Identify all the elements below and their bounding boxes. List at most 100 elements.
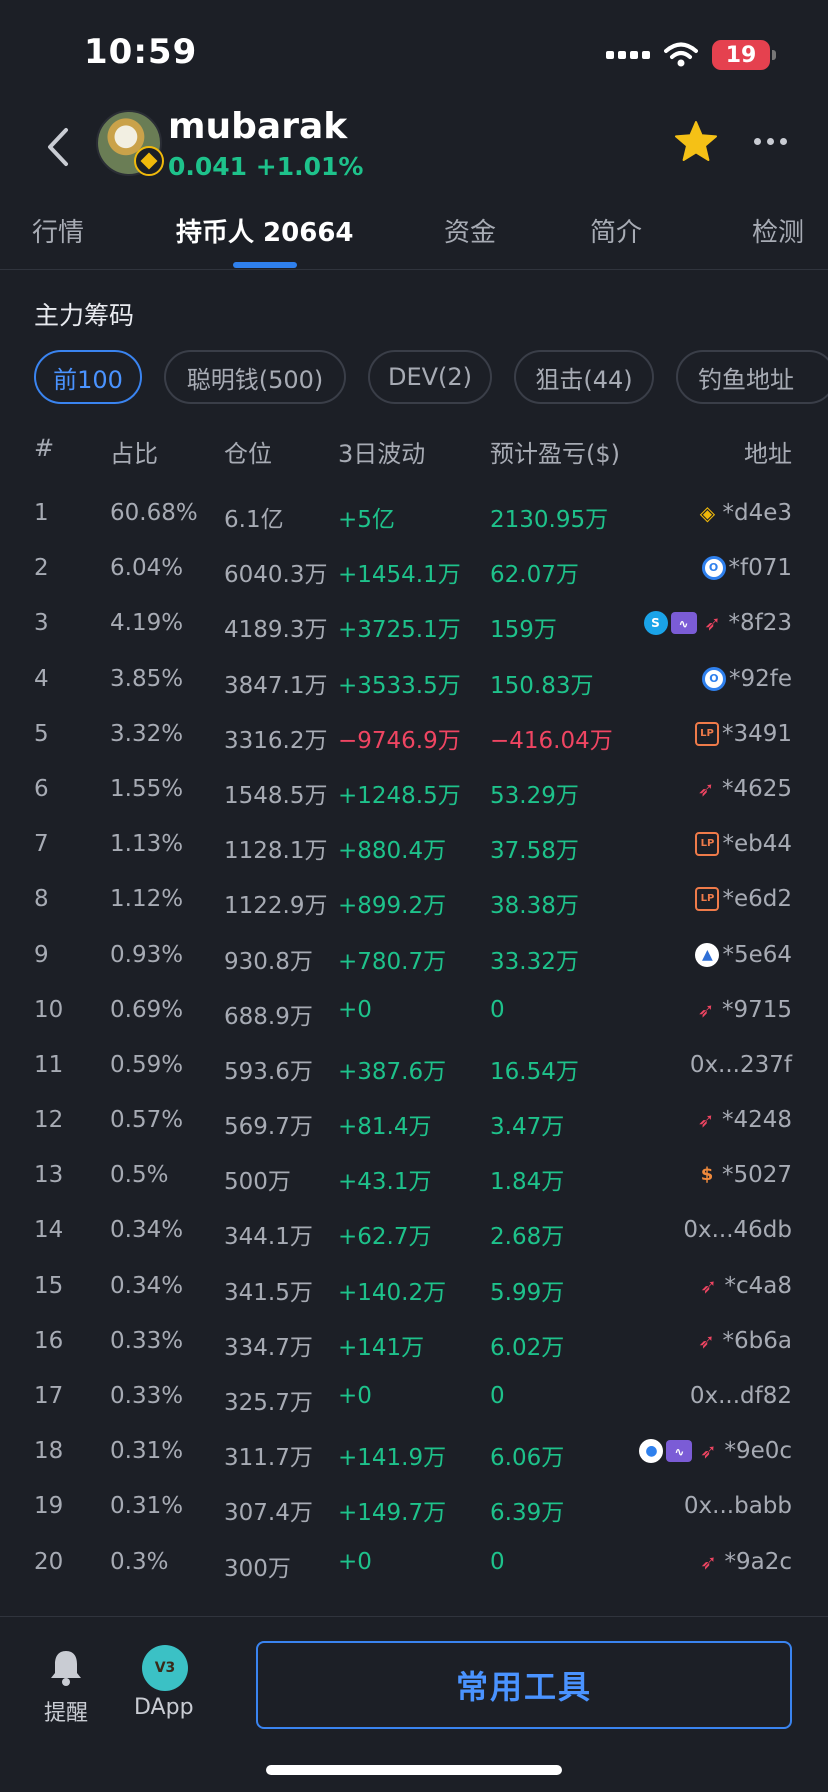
chip-dev[interactable]: DEV(2) [368, 350, 492, 404]
chip-top100[interactable]: 前100 [34, 350, 142, 404]
row-address[interactable]: ➶ *4625 [693, 776, 792, 802]
row-address[interactable]: ➶ *6b6a [694, 1328, 792, 1354]
tab-intro[interactable]: 简介 [590, 218, 643, 248]
table-row[interactable]: 1 60.68% 6.1亿 +5亿 2130.95万 ◈ *d4e3 [0, 488, 828, 543]
dapp-label[interactable]: DApp [134, 1695, 194, 1720]
row-address[interactable]: 0x...237f [690, 1052, 792, 1078]
row-position: 1128.1万 [224, 838, 328, 865]
table-row[interactable]: 10 0.69% 688.9万 +0 0 ➶ *9715 [0, 985, 828, 1040]
tab-funds[interactable]: 资金 [444, 218, 497, 248]
more-options-icon[interactable] [754, 138, 787, 145]
bnb-chain-badge-icon [134, 146, 164, 176]
row-rank: 2 [34, 555, 49, 582]
row-share: 3.32% [110, 720, 184, 747]
col-address: 地址 [744, 440, 792, 468]
row-address[interactable]: LP *3491 [694, 720, 792, 747]
address-text: *3491 [721, 720, 792, 747]
row-address[interactable]: ➶ *9715 [693, 997, 792, 1023]
remind-label[interactable]: 提醒 [44, 1701, 89, 1726]
table-header: # 占比 仓位 3日波动 预计盈亏($) 地址 [0, 430, 828, 470]
table-row[interactable]: 6 1.55% 1548.5万 +1248.5万 53.29万 ➶ *4625 [0, 764, 828, 819]
address-text: *c4a8 [724, 1272, 792, 1299]
tab-market[interactable]: 行情 [32, 218, 85, 248]
row-est-pnl: 53.29万 [490, 782, 579, 809]
row-3d-change: +0 [338, 1548, 372, 1575]
row-share: 0.31% [110, 1493, 184, 1520]
row-share: 0.93% [110, 941, 184, 968]
row-3d-change: −9746.9万 [338, 727, 461, 754]
row-address[interactable]: S ∿ ➶ *8f23 [643, 610, 792, 636]
row-est-pnl: 5.99万 [490, 1279, 565, 1306]
status-icons: 19 [606, 40, 776, 70]
table-row[interactable]: 9 0.93% 930.8万 +780.7万 33.32万 ▲ *5e64 [0, 930, 828, 985]
row-est-pnl: 0 [490, 1548, 505, 1575]
row-share: 0.3% [110, 1548, 169, 1575]
table-row[interactable]: 14 0.34% 344.1万 +62.7万 2.68万 0x...46db [0, 1205, 828, 1260]
row-address[interactable]: O *f071 [701, 555, 792, 581]
row-address[interactable]: ● ∿ ➶ *9e0c [639, 1438, 792, 1464]
row-position: 688.9万 [224, 1003, 313, 1030]
col-est-pnl: 预计盈亏($) [490, 440, 620, 468]
row-est-pnl: 1.84万 [490, 1169, 565, 1196]
address-text: 0x...df82 [689, 1383, 792, 1409]
table-row[interactable]: 19 0.31% 307.4万 +149.7万 6.39万 0x...babb [0, 1481, 828, 1536]
dapp-icon[interactable]: V3 [142, 1645, 188, 1691]
row-est-pnl: 2130.95万 [490, 507, 609, 533]
row-address[interactable]: $ *5027 [695, 1162, 792, 1188]
table-row[interactable]: 13 0.5% 500万 +43.1万 1.84万 $ *5027 [0, 1150, 828, 1205]
table-row[interactable]: 16 0.33% 334.7万 +141万 6.02万 ➶ *6b6a [0, 1316, 828, 1371]
table-row[interactable]: 2 6.04% 6040.3万 +1454.1万 62.07万 O *f071 [0, 543, 828, 598]
row-address[interactable]: ➶ *4248 [693, 1107, 792, 1133]
bell-icon[interactable] [46, 1647, 86, 1687]
table-row[interactable]: 7 1.13% 1128.1万 +880.4万 37.58万 LP *eb44 [0, 819, 828, 874]
address-text: *6b6a [722, 1327, 792, 1354]
row-3d-change: +880.4万 [338, 838, 447, 865]
row-share: 0.69% [110, 996, 184, 1023]
row-est-pnl: 62.07万 [490, 562, 579, 589]
row-address[interactable]: ➶ *9a2c [695, 1549, 792, 1575]
row-est-pnl: 16.54万 [490, 1058, 579, 1085]
row-rank: 3 [34, 610, 49, 637]
activity-icon: ∿ [670, 612, 697, 635]
row-address[interactable]: ➶ *c4a8 [695, 1273, 792, 1299]
row-address[interactable]: 0x...df82 [690, 1383, 792, 1409]
table-row[interactable]: 20 0.3% 300万 +0 0 ➶ *9a2c [0, 1537, 828, 1592]
row-3d-change: +141.9万 [338, 1445, 447, 1472]
row-address[interactable]: 0x...babb [684, 1493, 792, 1519]
chip-phishing[interactable]: 钓鱼地址 [676, 350, 828, 404]
address-text: *5e64 [722, 941, 792, 968]
table-row[interactable]: 11 0.59% 593.6万 +387.6万 16.54万 0x...237f [0, 1040, 828, 1095]
home-indicator [266, 1765, 562, 1775]
table-row[interactable]: 17 0.33% 325.7万 +0 0 0x...df82 [0, 1371, 828, 1426]
holders-table: 1 60.68% 6.1亿 +5亿 2130.95万 ◈ *d4e3 2 6.04% 6040.3… [0, 488, 828, 1592]
row-address[interactable]: LP *eb44 [695, 831, 792, 857]
row-address[interactable]: O *92fe [701, 666, 792, 692]
row-address[interactable]: ◈ *d4e3 [695, 500, 792, 526]
okx-wallet-icon: O [701, 666, 726, 691]
row-address[interactable]: ▲ *5e64 [695, 942, 792, 968]
chip-smart-money[interactable]: 聪明钱(500) [164, 350, 346, 404]
row-est-pnl: 150.83万 [490, 672, 594, 699]
favorite-star-icon[interactable] [672, 118, 720, 166]
table-row[interactable]: 8 1.12% 1122.9万 +899.2万 38.38万 LP *e6d2 [0, 874, 828, 929]
table-row[interactable]: 3 4.19% 4189.3万 +3725.1万 159万 S ∿ ➶ *8f23 [0, 598, 828, 653]
token-name: mubarak [168, 106, 348, 147]
table-row[interactable]: 12 0.57% 569.7万 +81.4万 3.47万 ➶ *4248 [0, 1095, 828, 1150]
row-address[interactable]: LP *e6d2 [695, 886, 792, 912]
row-address[interactable]: 0x...46db [683, 1217, 792, 1243]
tab-check[interactable]: 检测 [752, 218, 805, 248]
table-row[interactable]: 15 0.34% 341.5万 +140.2万 5.99万 ➶ *c4a8 [0, 1261, 828, 1316]
table-row[interactable]: 5 3.32% 3316.2万 −9746.9万 −416.04万 LP *3491 [0, 709, 828, 764]
table-row[interactable]: 4 3.85% 3847.1万 +3533.5万 150.83万 O *92fe [0, 654, 828, 709]
back-arrow-icon[interactable] [40, 122, 80, 172]
filter-chips: 前100 聪明钱(500) DEV(2) 狙击(44) 钓鱼地址 [34, 350, 828, 404]
table-row[interactable]: 18 0.31% 311.7万 +141.9万 6.06万 ● ∿ ➶ *9e0c [0, 1426, 828, 1481]
row-rank: 14 [34, 1217, 64, 1244]
common-tools-button[interactable]: 常用工具 [256, 1641, 792, 1729]
status-bar: 10:59 19 [0, 0, 828, 100]
tab-holders[interactable]: 持币人 20664 [176, 218, 354, 248]
row-est-pnl: 38.38万 [490, 893, 579, 920]
row-3d-change: +141万 [338, 1334, 425, 1361]
chip-sniper[interactable]: 狙击(44) [514, 350, 654, 404]
row-est-pnl: 0 [490, 996, 505, 1023]
